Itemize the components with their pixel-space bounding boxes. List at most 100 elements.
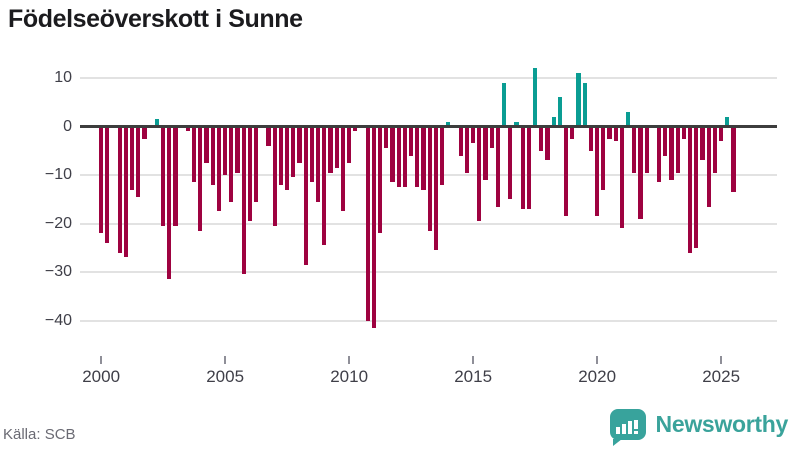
brand-name: Newsworthy bbox=[655, 411, 789, 437]
bar-2005-q4 bbox=[241, 126, 246, 275]
bar-2012-q2 bbox=[402, 126, 408, 188]
x-axis-label-2015: 2015 bbox=[454, 367, 493, 386]
bar-2023-q4 bbox=[688, 126, 693, 253]
bar-2007-q4 bbox=[291, 126, 296, 178]
bar-2007-q1 bbox=[272, 126, 277, 226]
bar-2024-q1 bbox=[694, 126, 699, 248]
bar-2014-q3 bbox=[458, 126, 463, 156]
bar-2000-q1 bbox=[99, 126, 104, 234]
bar-2004-q2 bbox=[204, 126, 209, 163]
bar-2016-q3 bbox=[508, 126, 513, 200]
bar-2004-q1 bbox=[198, 126, 203, 231]
bar-2011-q1 bbox=[371, 126, 377, 328]
bar-2018-q1 bbox=[545, 126, 550, 161]
bar-2019-q3 bbox=[582, 82, 587, 127]
bar-2008-q4 bbox=[316, 126, 321, 202]
bar-2016-q1 bbox=[495, 126, 501, 207]
bar-2010-q2 bbox=[353, 126, 358, 132]
bar-2006-q1 bbox=[247, 126, 253, 222]
bar-2010-q1 bbox=[347, 126, 352, 163]
bar-2018-q3 bbox=[557, 97, 563, 127]
bar-2017-q2 bbox=[526, 126, 532, 209]
bar-2016-q2 bbox=[502, 82, 507, 127]
bar-2016-q4 bbox=[514, 121, 519, 127]
bar-2009-q3 bbox=[334, 126, 339, 168]
bar-2007-q2 bbox=[278, 126, 284, 185]
bar-2019-q1 bbox=[570, 126, 575, 139]
bar-2018-q4 bbox=[564, 126, 569, 217]
bar-2009-q1 bbox=[322, 126, 327, 246]
bar-2010-q4 bbox=[365, 126, 370, 321]
brand-logo[interactable]: Newsworthy bbox=[609, 409, 789, 446]
x-axis-label-2020: 2020 bbox=[578, 367, 617, 386]
bar-2022-q4 bbox=[663, 126, 668, 156]
x-axis-tick-2010 bbox=[348, 356, 351, 364]
y-axis-label-0: 0 bbox=[63, 117, 72, 135]
y-axis-label-10: 10 bbox=[54, 69, 72, 86]
bar-2022-q3 bbox=[657, 126, 662, 183]
bar-2002-q2 bbox=[154, 119, 160, 127]
bar-2025-q1 bbox=[719, 126, 724, 142]
bar-2002-q4 bbox=[167, 126, 172, 280]
source-label: Källa: SCB bbox=[3, 426, 76, 443]
bar-2013-q1 bbox=[421, 126, 426, 190]
x-axis-tick-2000 bbox=[100, 356, 103, 364]
x-axis-label-2010: 2010 bbox=[330, 367, 369, 386]
bar-2019-q4 bbox=[588, 126, 594, 151]
bar-2017-q4 bbox=[539, 126, 544, 151]
bar-2006-q4 bbox=[266, 126, 271, 146]
bar-2014-q4 bbox=[464, 126, 470, 173]
bar-2015-q3 bbox=[483, 126, 488, 180]
bar-2018-q2 bbox=[551, 116, 556, 127]
bar-2012-q1 bbox=[396, 126, 401, 188]
chart-title: Födelseöverskott i Sunne bbox=[8, 5, 303, 33]
bar-2002-q3 bbox=[161, 126, 166, 226]
bar-2025-q2 bbox=[725, 116, 730, 127]
bar-2011-q3 bbox=[384, 126, 389, 149]
bar-2017-q3 bbox=[533, 68, 538, 127]
x-axis-tick-2020 bbox=[596, 356, 599, 364]
bar-2001-q4 bbox=[142, 126, 147, 139]
bar-2024-q2 bbox=[700, 126, 705, 161]
x-axis-tick-2015 bbox=[472, 356, 475, 364]
bar-2004-q4 bbox=[216, 126, 222, 212]
bar-2012-q3 bbox=[409, 126, 414, 156]
bar-2011-q4 bbox=[390, 126, 395, 183]
newsworthy-bubble-icon bbox=[609, 409, 646, 446]
bar-2006-q2 bbox=[254, 126, 259, 202]
bar-2001-q1 bbox=[123, 126, 129, 258]
gridline--40 bbox=[80, 319, 777, 322]
bar-2021-q1 bbox=[619, 126, 625, 229]
bar-2014-q1 bbox=[446, 121, 451, 127]
bar-2009-q2 bbox=[328, 126, 333, 173]
bar-2024-q3 bbox=[706, 126, 711, 207]
bar-2000-q4 bbox=[117, 126, 122, 253]
bar-2015-q2 bbox=[477, 126, 482, 222]
y-axis-label--40: −40 bbox=[44, 311, 72, 329]
bar-2024-q4 bbox=[712, 126, 718, 173]
bar-2003-q4 bbox=[192, 126, 197, 183]
bar-2015-q4 bbox=[489, 126, 494, 149]
bar-2020-q2 bbox=[601, 126, 606, 190]
bar-chart-glyph-icon bbox=[615, 420, 638, 434]
bar-2004-q3 bbox=[210, 126, 215, 185]
bar-2020-q4 bbox=[613, 126, 618, 142]
bar-2012-q4 bbox=[415, 126, 420, 188]
bar-2005-q1 bbox=[223, 126, 228, 175]
x-axis-label-2005: 2005 bbox=[206, 367, 245, 386]
bar-2008-q2 bbox=[303, 126, 308, 265]
bar-2021-q3 bbox=[632, 126, 637, 173]
gridline--30 bbox=[80, 271, 777, 273]
bar-2009-q4 bbox=[340, 126, 346, 212]
bar-2001-q3 bbox=[136, 126, 141, 197]
bar-2008-q1 bbox=[297, 126, 302, 163]
x-axis-tick-2005 bbox=[224, 356, 227, 364]
bar-2017-q1 bbox=[520, 126, 525, 209]
bar-2023-q3 bbox=[681, 126, 687, 139]
bar-2003-q3 bbox=[185, 126, 191, 132]
bar-2005-q3 bbox=[235, 126, 240, 173]
bar-2023-q2 bbox=[675, 126, 680, 173]
bar-2013-q3 bbox=[433, 126, 439, 251]
bar-2005-q2 bbox=[229, 126, 234, 202]
